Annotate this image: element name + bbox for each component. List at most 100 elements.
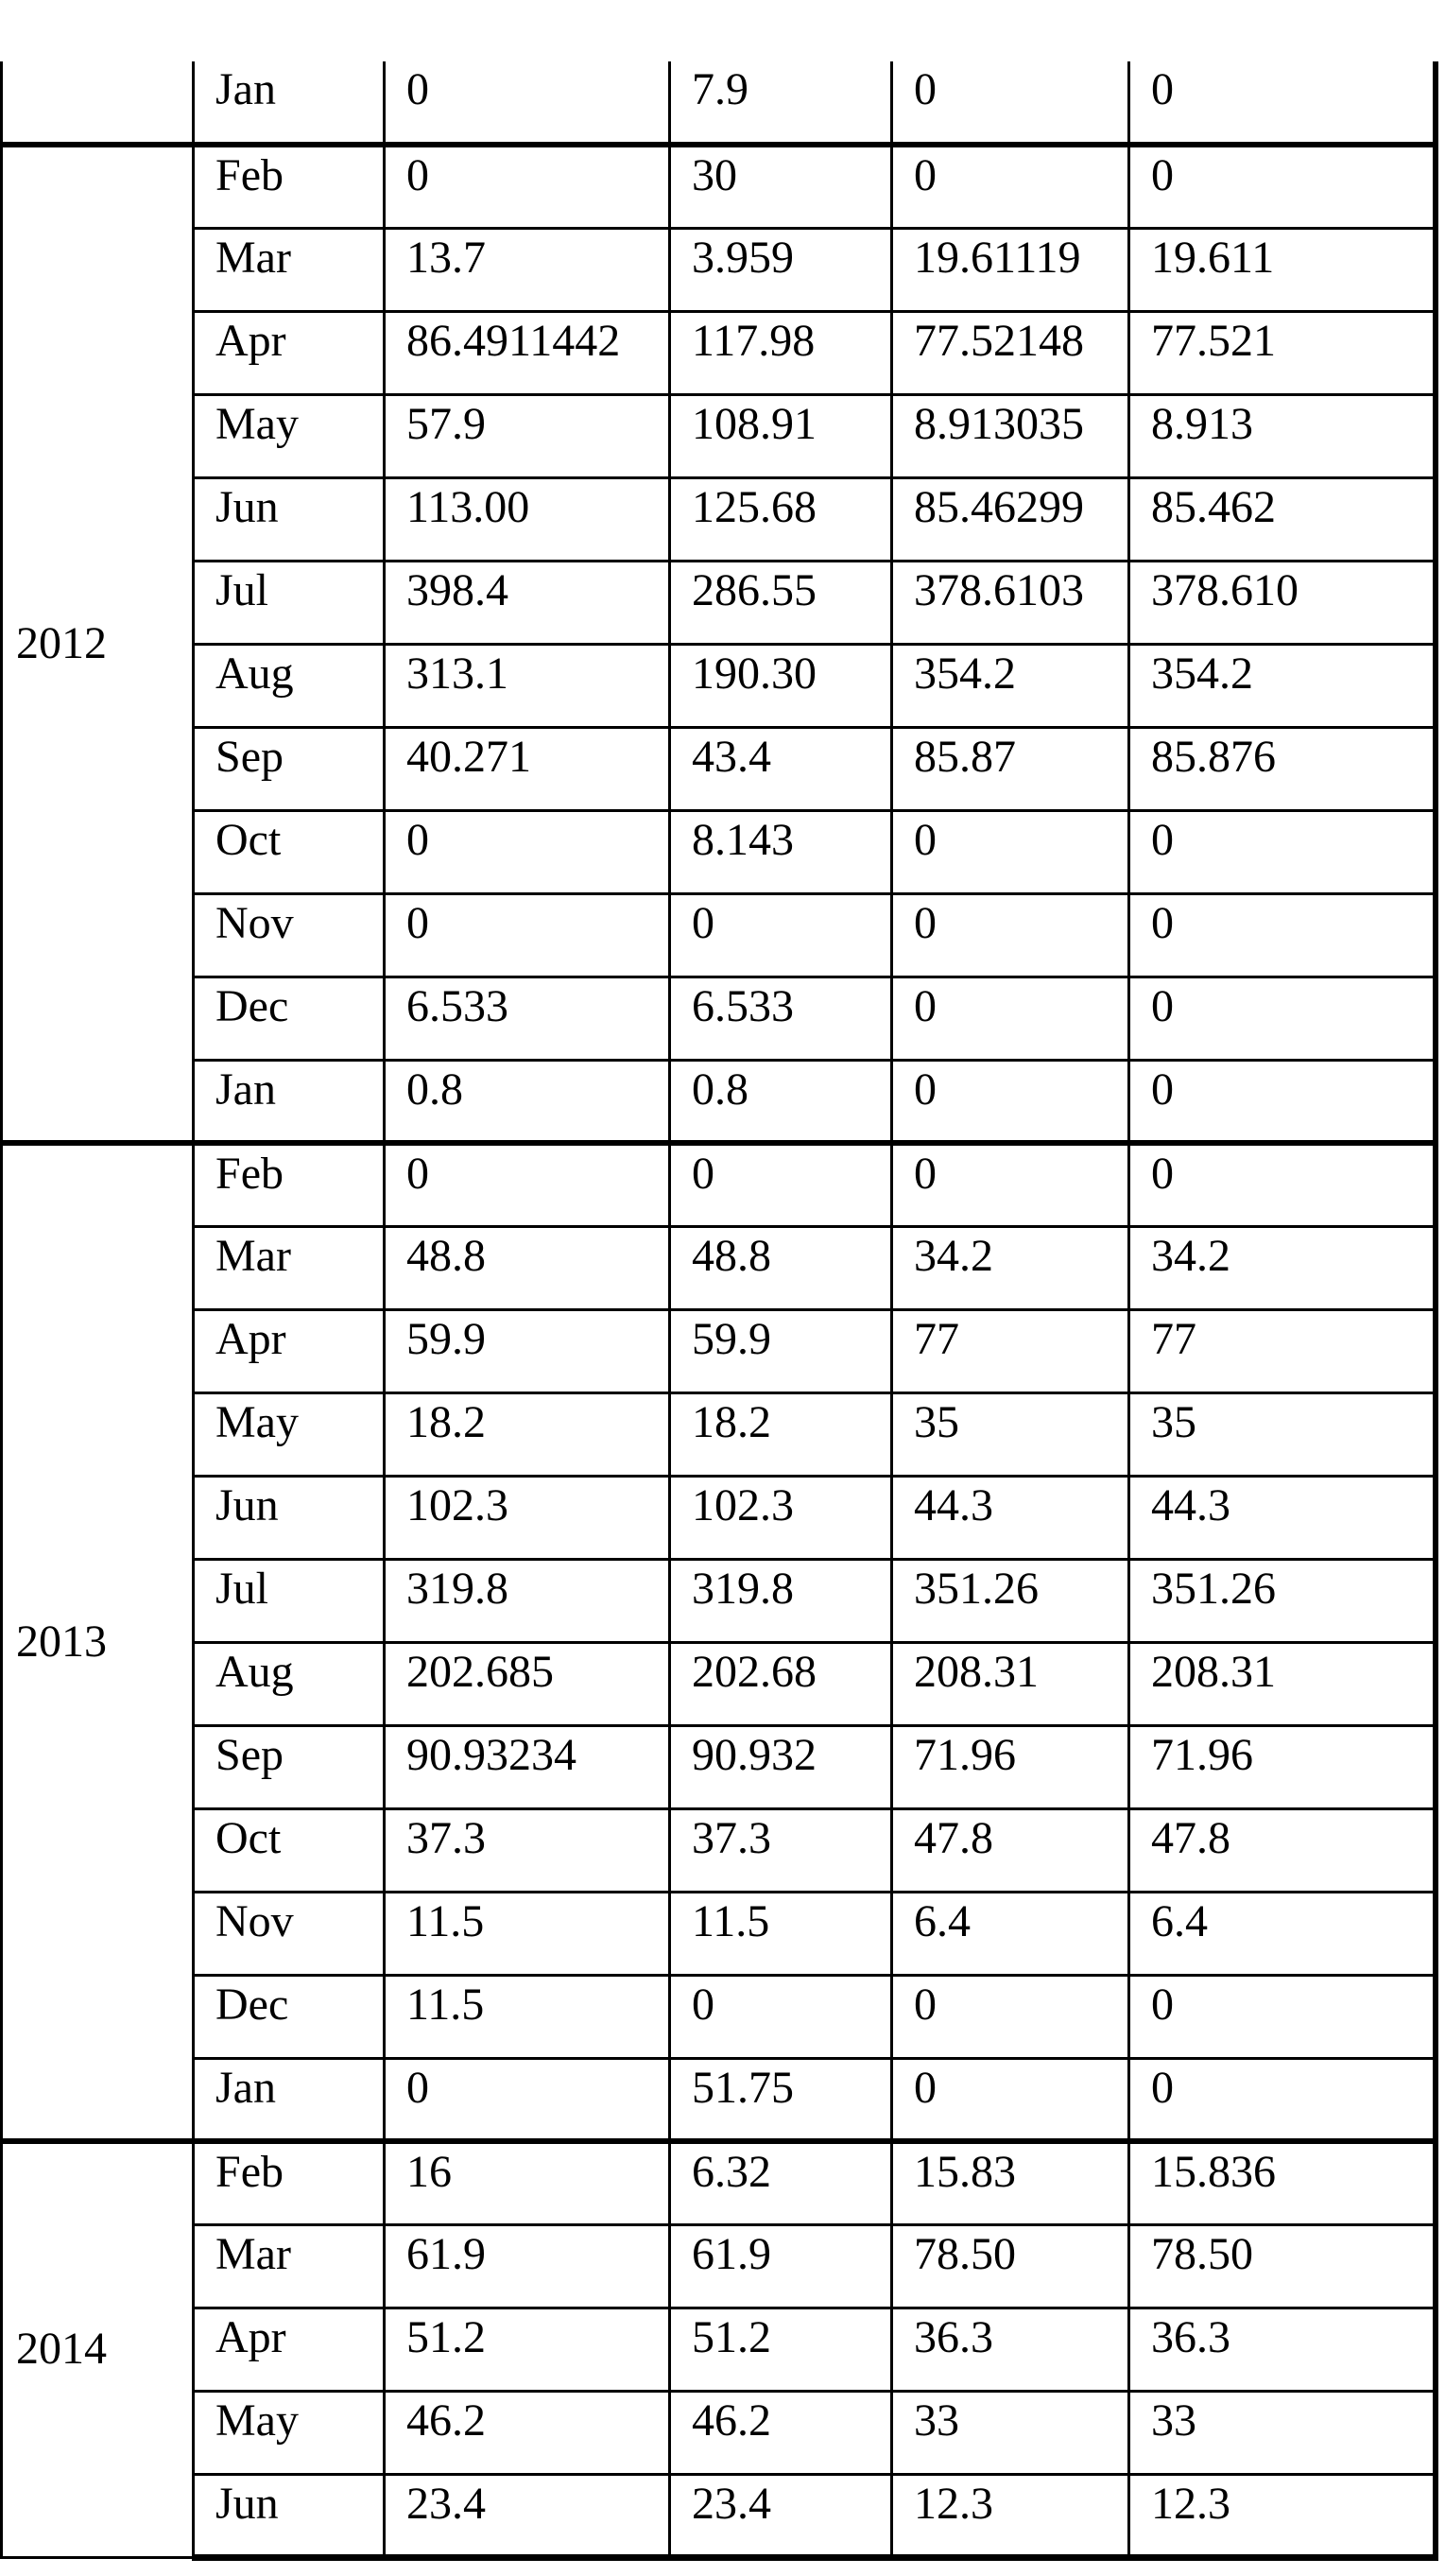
value-cell: 102.3 xyxy=(668,1474,893,1561)
value-cell: 0 xyxy=(383,142,671,230)
value-cell: 0 xyxy=(890,1973,1130,2060)
value-cell: 11.5 xyxy=(383,1890,671,1977)
value-cell: 78.50 xyxy=(890,2222,1130,2309)
value-cell: 378.610 xyxy=(1127,559,1438,646)
month-cell: Feb xyxy=(192,142,386,230)
value-cell: 46.2 xyxy=(668,2389,893,2476)
table-row: Jun 102.3 102.3 44.3 44.3 xyxy=(2,1474,1438,1561)
value-cell: 85.876 xyxy=(1127,725,1438,812)
value-cell: 0 xyxy=(890,142,1130,230)
value-cell: 354.2 xyxy=(1127,642,1438,729)
value-cell: 11.5 xyxy=(383,1973,671,2060)
value-cell: 0 xyxy=(668,891,893,978)
value-cell: 48.8 xyxy=(383,1224,671,1311)
month-cell: Aug xyxy=(192,642,386,729)
value-cell: 34.2 xyxy=(1127,1224,1438,1311)
value-cell: 71.96 xyxy=(890,1723,1130,1810)
value-cell: 85.462 xyxy=(1127,475,1438,562)
value-cell: 36.3 xyxy=(890,2306,1130,2393)
table-row: Dec 11.5 0 0 0 xyxy=(2,1973,1438,2060)
month-cell: Oct xyxy=(192,1807,386,1893)
month-cell: May xyxy=(192,1391,386,1478)
value-cell: 23.4 xyxy=(383,2472,671,2561)
value-cell: 15.83 xyxy=(890,2138,1130,2226)
value-cell: 18.2 xyxy=(668,1391,893,1478)
value-cell: 30 xyxy=(668,142,893,230)
year-cell xyxy=(0,61,195,147)
value-cell: 0.8 xyxy=(668,1058,893,1145)
table-row: Nov 11.5 11.5 6.4 6.4 xyxy=(2,1890,1438,1977)
value-cell: 0 xyxy=(1127,891,1438,978)
value-cell: 0 xyxy=(1127,2056,1438,2143)
month-cell: Jun xyxy=(192,2472,386,2561)
value-cell: 36.3 xyxy=(1127,2306,1438,2393)
table-row: Apr 86.4911442 117.98 77.52148 77.521 xyxy=(2,309,1438,396)
value-cell: 51.2 xyxy=(383,2306,671,2393)
table-row: May 18.2 18.2 35 35 xyxy=(2,1391,1438,1478)
value-cell: 8.913035 xyxy=(890,392,1130,479)
value-cell: 77 xyxy=(1127,1307,1438,1394)
month-cell: Oct xyxy=(192,808,386,895)
value-cell: 6.533 xyxy=(383,975,671,1062)
value-cell: 0.8 xyxy=(383,1058,671,1145)
value-cell: 0 xyxy=(668,1973,893,2060)
table-row: 2012 Feb 0 30 0 0 xyxy=(0,142,1438,1145)
value-cell: 0 xyxy=(1127,1973,1438,2060)
value-cell: 16 xyxy=(383,2138,671,2226)
value-cell: 77 xyxy=(890,1307,1130,1394)
value-cell: 125.68 xyxy=(668,475,893,562)
value-cell: 47.8 xyxy=(890,1807,1130,1893)
value-cell: 208.31 xyxy=(1127,1640,1438,1727)
value-cell: 351.26 xyxy=(890,1557,1130,1644)
value-cell: 319.8 xyxy=(383,1557,671,1644)
value-cell: 0 xyxy=(890,1058,1130,1145)
table-row: Apr 59.9 59.9 77 77 xyxy=(2,1307,1438,1394)
month-cell: Jun xyxy=(192,475,386,562)
value-cell: 90.932 xyxy=(668,1723,893,1810)
value-cell: 0 xyxy=(383,61,671,147)
value-cell: 34.2 xyxy=(890,1224,1130,1311)
value-cell: 90.93234 xyxy=(383,1723,671,1810)
value-cell: 18.2 xyxy=(383,1391,671,1478)
value-cell: 208.31 xyxy=(890,1640,1130,1727)
value-cell: 51.75 xyxy=(668,2056,893,2143)
value-cell: 108.91 xyxy=(668,392,893,479)
month-cell: Feb xyxy=(192,1140,386,1228)
value-cell: 44.3 xyxy=(890,1474,1130,1561)
value-cell: 286.55 xyxy=(668,559,893,646)
value-cell: 47.8 xyxy=(1127,1807,1438,1893)
table-row: Oct 0 8.143 0 0 xyxy=(2,808,1438,895)
month-cell: Dec xyxy=(192,975,386,1062)
value-cell: 202.68 xyxy=(668,1640,893,1727)
table-row: Jun 23.4 23.4 12.3 12.3 xyxy=(2,2472,1438,2561)
value-cell: 57.9 xyxy=(383,392,671,479)
table-row: 2014 Feb 16 6.32 15.83 15.836 xyxy=(0,2138,1438,2559)
value-cell: 85.46299 xyxy=(890,475,1130,562)
month-cell: Feb xyxy=(192,2138,386,2226)
value-cell: 11.5 xyxy=(668,1890,893,1977)
value-cell: 15.836 xyxy=(1127,2138,1438,2226)
value-cell: 0 xyxy=(890,1140,1130,1228)
value-cell: 351.26 xyxy=(1127,1557,1438,1644)
value-cell: 12.3 xyxy=(890,2472,1130,2561)
value-cell: 0 xyxy=(383,808,671,895)
value-cell: 77.52148 xyxy=(890,309,1130,396)
value-cell: 59.9 xyxy=(668,1307,893,1394)
value-cell: 0 xyxy=(1127,975,1438,1062)
table-row: Jan 0 51.75 0 0 xyxy=(2,2056,1438,2143)
year-cell: 2014 xyxy=(0,2138,195,2559)
value-cell: 0 xyxy=(383,2056,671,2143)
value-cell: 78.50 xyxy=(1127,2222,1438,2309)
month-cell: Apr xyxy=(192,2306,386,2393)
value-cell: 61.9 xyxy=(668,2222,893,2309)
table-row: Oct 37.3 37.3 47.8 47.8 xyxy=(2,1807,1438,1893)
value-cell: 33 xyxy=(890,2389,1130,2476)
value-cell: 398.4 xyxy=(383,559,671,646)
table-body: Jan 0 7.9 0 0 2012 Feb 0 30 0 0 Mar 13.7 3.959 19.6111… xyxy=(0,61,1438,2561)
value-cell: 8.913 xyxy=(1127,392,1438,479)
value-cell: 0 xyxy=(1127,61,1438,147)
value-cell: 48.8 xyxy=(668,1224,893,1311)
table-row: Jan 0.8 0.8 0 0 xyxy=(2,1058,1438,1145)
value-cell: 8.143 xyxy=(668,808,893,895)
value-cell: 33 xyxy=(1127,2389,1438,2476)
